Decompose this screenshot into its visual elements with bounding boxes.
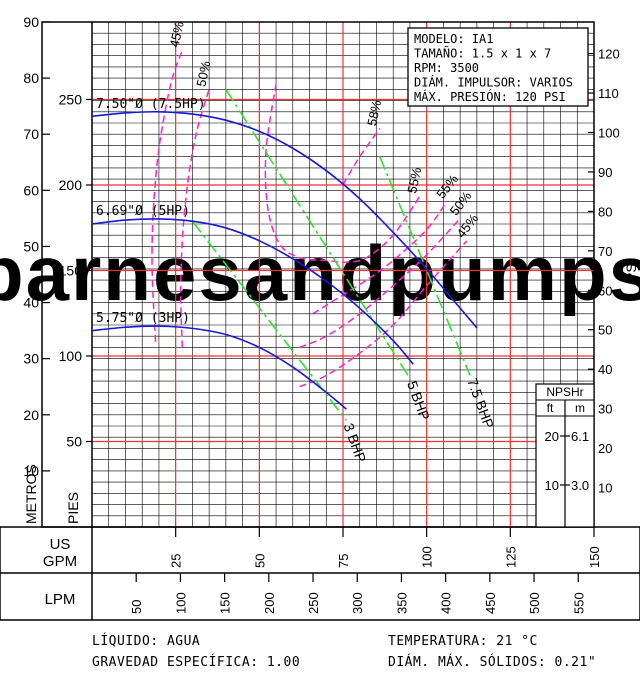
impeller-curve	[91, 110, 478, 329]
psi-tick-label: 60	[598, 283, 612, 298]
impeller-curve-label: 6.69"Ø (5HP)	[96, 204, 190, 219]
lpm-tick-label: 50	[129, 600, 144, 614]
info-box-frame	[407, 27, 589, 107]
lpm-tick-label: 500	[527, 592, 542, 614]
impeller-curve	[91, 218, 414, 365]
footer-temperature: TEMPERATURA: 21 °C	[388, 634, 538, 649]
impeller-curve-label: 5.75"Ø (3HP)	[96, 311, 190, 326]
gpm-axis-title: GPM	[43, 553, 77, 570]
efficiency-curve	[299, 217, 461, 349]
gpm-tick-label: 25	[169, 554, 184, 568]
efficiency-curve-label: 58%	[364, 98, 384, 127]
efficiency-curve-label: 50%	[193, 59, 213, 88]
gpm-tick-label: 75	[336, 554, 351, 568]
lpm-tick-label: 250	[306, 592, 321, 614]
info-box-line: RPM: 3500	[414, 61, 479, 75]
psi-tick-label: 20	[598, 441, 612, 456]
npshr-scale: NPSHr ft m 20 6.1 10 3.0	[535, 383, 595, 528]
efficiency-curve	[299, 240, 468, 388]
psi-tick-label: 30	[598, 402, 612, 417]
psi-tick-label: 70	[598, 244, 612, 259]
gpm-tick-label: 100	[420, 546, 435, 568]
feet-tick-label: 150	[59, 262, 83, 278]
npshr-col-m: m	[575, 401, 585, 415]
power-line	[225, 88, 411, 379]
feet-tick-label: 50	[66, 433, 82, 449]
efficiency-curve-label: 45%	[167, 20, 187, 49]
feet-tick-label: 200	[59, 177, 83, 193]
bottom-axis-band	[0, 526, 640, 621]
psi-tick-label: 80	[598, 204, 612, 219]
feet-tick-label: 100	[59, 348, 83, 364]
footer-liquid: LÍQUIDO: AGUA	[92, 634, 201, 649]
npshr-title: NPSHr	[546, 385, 583, 399]
feet-tick-label: 250	[59, 91, 83, 107]
impeller-curve-label: 7.50"Ø (7.5HP)	[96, 97, 206, 112]
info-box-line: MÁX. PRESIÓN: 120 PSI	[414, 89, 566, 104]
info-box-line: DIÁM. IMPULSOR: VARIOS	[414, 75, 573, 90]
meters-tick-label: 90	[23, 14, 39, 30]
efficiency-curve	[179, 89, 210, 348]
lpm-tick-label: 400	[439, 592, 454, 614]
lpm-tick-label: 300	[350, 592, 365, 614]
gpm-tick-label: 150	[587, 546, 602, 568]
lpm-tick-label: 200	[262, 592, 277, 614]
footer-gravity: GRAVEDAD ESPECÍFICA: 1.00	[92, 655, 301, 670]
npshr-ft-value: 10	[545, 478, 559, 493]
feet-axis-title: PIES	[65, 492, 81, 524]
curve-layer	[91, 49, 478, 421]
lpm-tick-label: 550	[571, 592, 586, 614]
axes-layer: 10 20 30 40 50 60 70 80 90 50 100 150 200 250 10 20 30 40…	[23, 14, 639, 614]
gpm-axis-title: US	[50, 536, 71, 553]
psi-tick-label: 50	[598, 323, 612, 338]
chart-frame	[0, 21, 640, 621]
npshr-col-ft: ft	[547, 401, 554, 415]
efficiency-curve	[312, 201, 448, 315]
psi-tick-label: 40	[598, 362, 612, 377]
lpm-tick-label: 150	[218, 592, 233, 614]
psi-tick-label: 110	[598, 86, 619, 101]
impeller-curve	[91, 325, 347, 410]
psi-tick-label: 90	[598, 165, 612, 180]
meters-tick-label: 30	[23, 351, 39, 367]
meters-tick-label: 40	[23, 295, 39, 311]
meters-axis-title: METROS	[23, 464, 39, 524]
power-line-label: 5 BHP	[404, 379, 433, 423]
lpm-tick-label: 100	[173, 592, 188, 614]
meters-tick-label: 20	[23, 407, 39, 423]
efficiency-curve	[342, 128, 381, 186]
gpm-tick-label: 50	[252, 554, 267, 568]
psi-axis-title: PSI	[623, 259, 639, 282]
power-line-label: 3 BHP	[341, 421, 370, 465]
lpm-tick-label: 350	[394, 592, 409, 614]
gpm-tick-label: 125	[503, 546, 518, 568]
psi-tick-label: 120	[598, 47, 620, 62]
npshr-ft-value: 20	[545, 429, 559, 444]
npshr-m-value: 3.0	[571, 478, 589, 493]
footer-solids: DIÁM. MÁX. SÓLIDOS: 0.21"	[388, 655, 597, 670]
meters-tick-label: 70	[23, 126, 39, 142]
meters-tick-label: 80	[23, 70, 39, 86]
efficiency-curve-label: 55%	[404, 166, 424, 195]
psi-tick-label: 100	[598, 125, 620, 140]
meters-tick-label: 10	[23, 463, 39, 479]
lpm-tick-label: 450	[483, 592, 498, 614]
meters-tick-label: 60	[23, 182, 39, 198]
npshr-m-value: 6.1	[571, 429, 589, 444]
efficiency-curve	[264, 83, 421, 263]
meters-tick-label: 50	[23, 238, 39, 254]
lpm-axis-title: LPM	[45, 591, 76, 608]
info-box-line: TAMAÑO: 1.5 x 1 x 7	[414, 46, 551, 61]
psi-tick-label: 10	[598, 481, 612, 496]
grid-layer	[92, 22, 594, 527]
info-box-line: MODELO: IA1	[414, 32, 493, 46]
efficiency-curve	[151, 49, 184, 342]
